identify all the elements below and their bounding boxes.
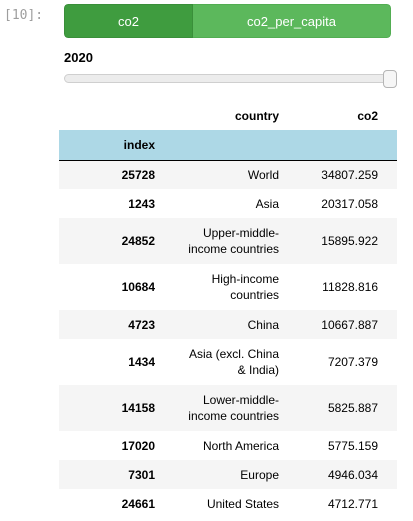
table-row: 24852 Upper-middle-income countries 1589… [59, 218, 397, 264]
row-index: 24661 [121, 496, 155, 511]
row-country: Asia (excl. China & India) [188, 347, 279, 377]
row-country: Europe [240, 467, 279, 482]
row-co2: 15895.922 [321, 234, 378, 248]
row-co2: 4712.771 [327, 496, 378, 511]
index-header-blank [279, 130, 397, 161]
row-co2: 4946.034 [327, 467, 378, 482]
variable-toggle-group: co2 co2_per_capita [64, 4, 391, 38]
row-index: 10684 [121, 280, 155, 294]
row-country: World [247, 167, 279, 182]
row-index: 1243 [128, 196, 155, 211]
index-header-blank [174, 130, 279, 161]
table-row: 25728 World 34807.259 [59, 160, 397, 189]
row-co2: 20317.058 [321, 196, 378, 211]
table-row: 7301 Europe 4946.034 [59, 460, 397, 489]
column-header-co2: co2 [357, 109, 378, 123]
year-slider-track[interactable] [64, 74, 396, 83]
column-header-country: country [234, 109, 279, 123]
data-table: country co2 index 25728 World 34807.259 … [59, 102, 397, 518]
table-row: 17020 North America 5775.159 [59, 431, 397, 460]
toggle-co2-per-capita-button[interactable]: co2_per_capita [193, 4, 391, 38]
table-row: 10684 High-income countries 11828.816 [59, 264, 397, 310]
table-row: 24661 United States 4712.771 [59, 489, 397, 518]
row-country: China [247, 317, 279, 332]
cell-prompt: [10]: [4, 8, 44, 23]
index-header: index [59, 130, 174, 161]
year-slider-value: 2020 [64, 50, 93, 65]
index-header-row: index [59, 130, 397, 161]
row-country: Asia [255, 196, 279, 211]
row-country: High-income countries [211, 272, 279, 302]
row-country: Lower-middle-income countries [188, 393, 279, 423]
column-header-row: country co2 [59, 102, 397, 130]
row-index: 14158 [121, 401, 155, 415]
row-index: 17020 [121, 438, 155, 453]
table-row: 1243 Asia 20317.058 [59, 189, 397, 218]
row-index: 1434 [128, 355, 155, 369]
row-index: 25728 [121, 167, 155, 182]
table-row: 4723 China 10667.887 [59, 310, 397, 339]
row-co2: 7207.379 [327, 355, 378, 369]
row-index: 4723 [128, 317, 155, 332]
row-co2: 10667.887 [321, 317, 378, 332]
row-index: 24852 [121, 234, 155, 248]
row-co2: 5775.159 [327, 438, 378, 453]
blank-header [59, 102, 174, 130]
row-country: United States [206, 496, 279, 511]
row-co2: 5825.887 [327, 401, 378, 415]
table-row: 1434 Asia (excl. China & India) 7207.379 [59, 339, 397, 385]
row-country: North America [202, 438, 279, 453]
table-row: 14158 Lower-middle-income countries 5825… [59, 385, 397, 431]
toggle-co2-button[interactable]: co2 [64, 4, 193, 38]
row-country: Upper-middle-income countries [188, 226, 279, 256]
row-co2: 34807.259 [321, 167, 378, 182]
row-co2: 11828.816 [322, 280, 378, 294]
year-slider-handle[interactable] [383, 70, 397, 88]
row-index: 7301 [128, 467, 155, 482]
